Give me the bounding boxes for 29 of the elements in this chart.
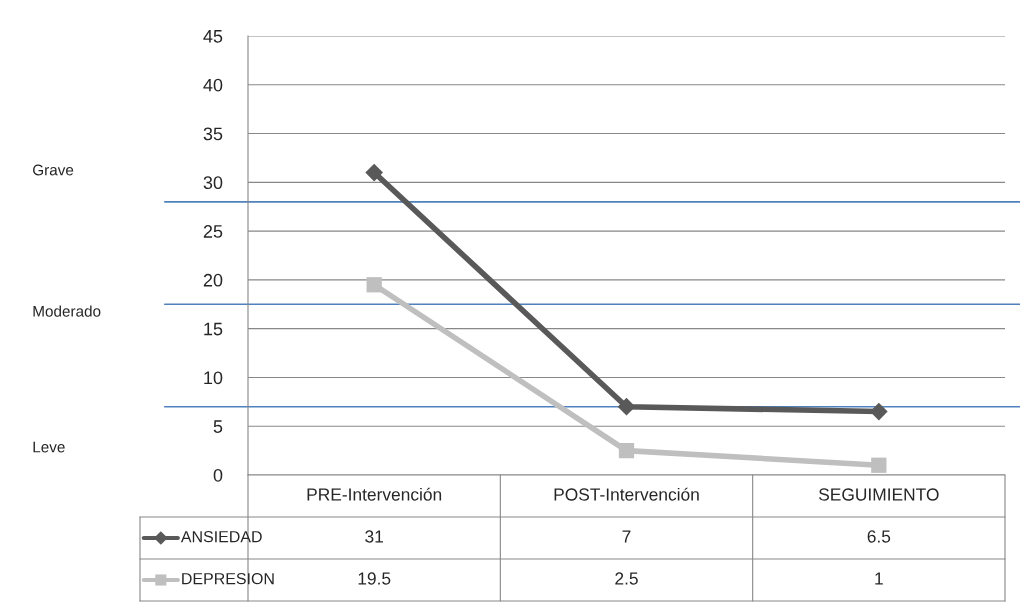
data-label: 1 (875, 572, 883, 585)
y-tick-label: 15 (204, 322, 223, 336)
data-label: 19.5 (358, 572, 391, 585)
point (366, 277, 382, 293)
point (617, 397, 636, 416)
y-tick-label: 30 (203, 176, 223, 190)
text: Grave (33, 164, 74, 176)
text: Leve (33, 441, 65, 453)
data-label: 31 (365, 530, 383, 543)
y-tick-label: 40 (203, 78, 223, 92)
text: Moderado (33, 305, 101, 317)
legend-label: ANSIEDAD (180, 530, 262, 543)
data-label: 7 (622, 530, 631, 543)
point (365, 163, 384, 182)
y-tick-label: 10 (204, 371, 223, 385)
y-tick-label: 25 (203, 225, 223, 238)
x-tick-label: PRE-Intervención (307, 487, 442, 501)
data-label: 6.5 (867, 530, 891, 543)
y-tick-label: 45 (203, 30, 223, 43)
point (618, 442, 635, 459)
x-tick-label: POST-Intervención (554, 487, 699, 501)
legend-label: DEPRESION (182, 572, 274, 585)
data-label: 2.5 (615, 572, 638, 585)
y-tick-label: 35 (203, 127, 223, 141)
y-tick-label: 5 (213, 420, 223, 433)
point (871, 457, 887, 473)
y-tick-label: 20 (203, 273, 223, 287)
y-tick-label: 0 (213, 468, 223, 482)
x-tick-label: SEGUIMIENTO (819, 488, 939, 501)
